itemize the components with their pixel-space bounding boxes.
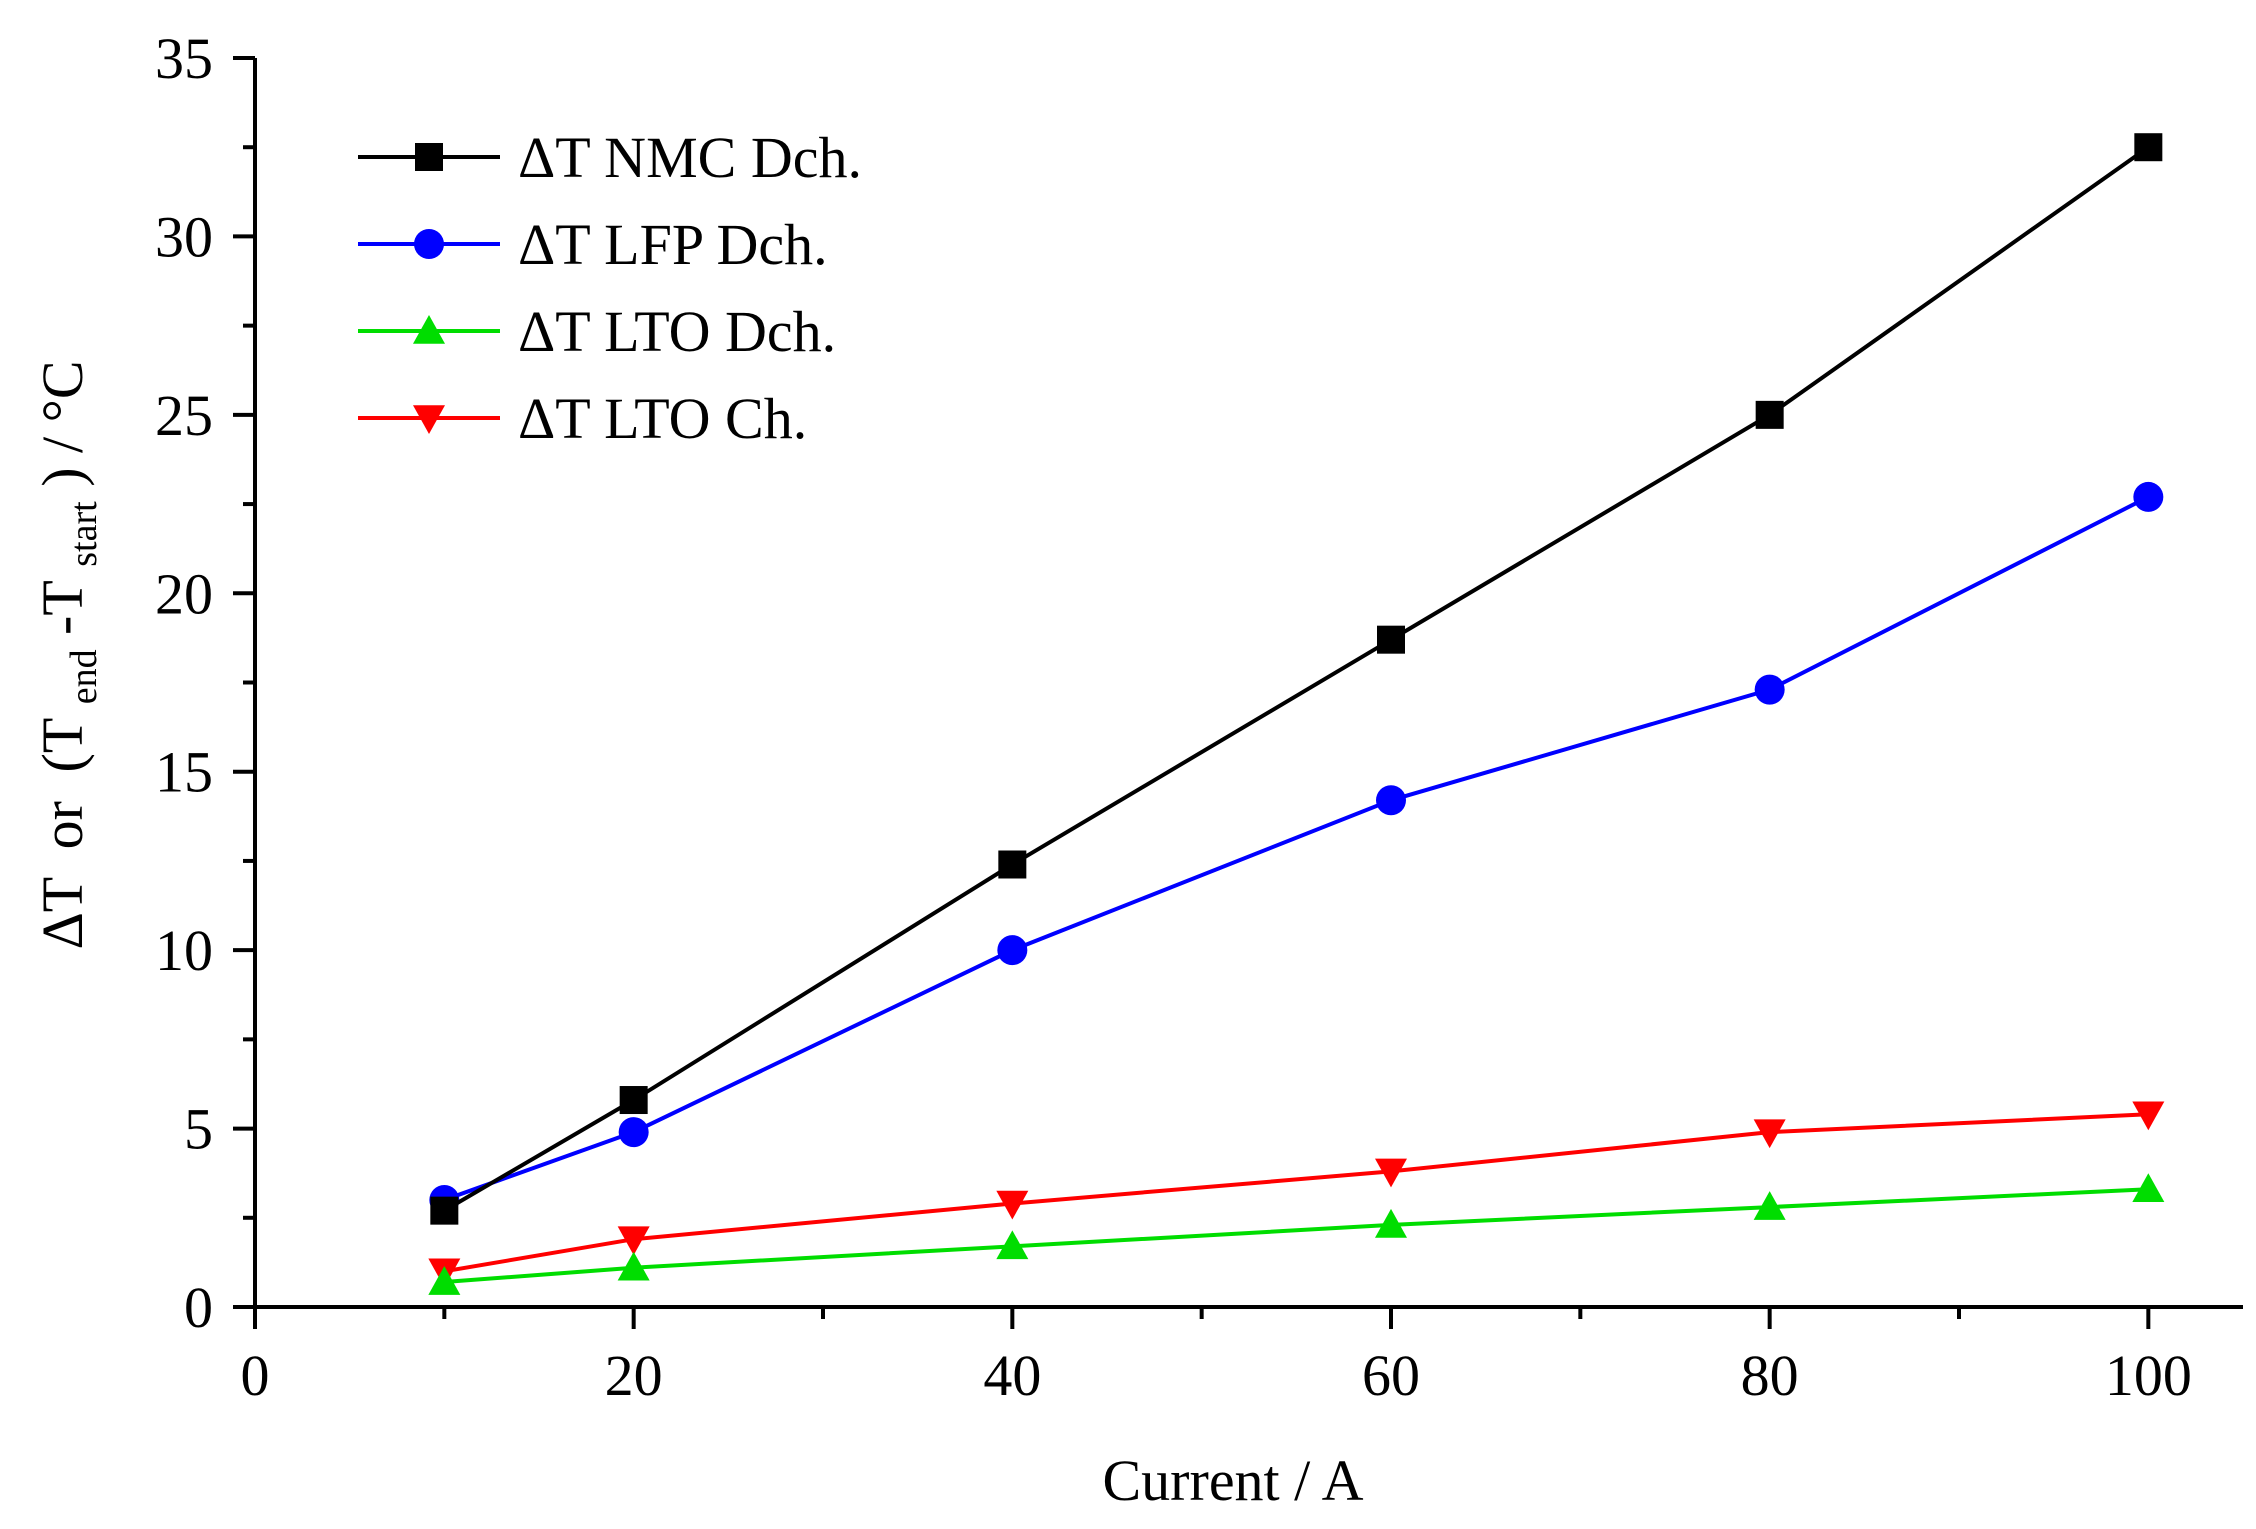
data-point-t-lfp-dch bbox=[1754, 674, 1785, 705]
axes: 0 20 40 60 80 100 0 5 10 15 20 25 30 35 bbox=[155, 26, 2243, 1408]
series-line-t-lfp-dch bbox=[443, 495, 2150, 1202]
x-tick-label: 0 bbox=[241, 1343, 270, 1408]
legend-marker bbox=[413, 315, 445, 344]
data-point-t-lto-dch bbox=[2132, 1173, 2165, 1203]
legend-item-t-nmc-dch: ΔT NMC Dch. bbox=[358, 125, 862, 190]
y-tick-label: 25 bbox=[155, 383, 213, 448]
x-tick-label: 100 bbox=[2105, 1343, 2192, 1408]
legend-item-t-lfp-dch: ΔT LFP Dch. bbox=[358, 212, 828, 277]
legend-marker bbox=[414, 229, 444, 259]
x-axis-title: Current / A bbox=[1103, 1448, 1364, 1513]
data-point-t-lto-ch bbox=[996, 1190, 1029, 1220]
legend-item-t-lto-ch: ΔT LTO Ch. bbox=[358, 386, 807, 451]
legend-label: ΔT LFP Dch. bbox=[518, 212, 828, 277]
y-tick-label: 20 bbox=[155, 561, 213, 626]
y-title-sub-end: end bbox=[63, 649, 105, 704]
series-t-nmc-dch bbox=[430, 133, 2163, 1225]
data-point-t-nmc-dch bbox=[998, 850, 1027, 879]
y-tick-label: 15 bbox=[155, 740, 213, 805]
series-line-t-lto-dch bbox=[444, 1187, 2149, 1285]
series-t-lfp-dch bbox=[429, 481, 2164, 1215]
series-t-lto-ch bbox=[428, 1101, 2165, 1288]
y-title-open: (T bbox=[30, 718, 95, 772]
legend-label: ΔT LTO Ch. bbox=[518, 386, 807, 451]
y-title-or: or bbox=[30, 801, 95, 849]
data-point-t-lto-ch bbox=[1375, 1158, 1407, 1188]
legend-label: ΔT NMC Dch. bbox=[518, 125, 862, 190]
series-line-t-lto-ch bbox=[443, 1112, 2149, 1274]
legend-marker bbox=[413, 405, 445, 434]
series-line-t-nmc-dch bbox=[443, 145, 2150, 1213]
y-title-minus: -T bbox=[30, 581, 95, 635]
data-point-t-lfp-dch bbox=[2133, 481, 2164, 512]
data-point-t-nmc-dch bbox=[1755, 400, 1784, 429]
legend-marker bbox=[415, 143, 443, 171]
data-point-t-lfp-dch bbox=[1376, 785, 1406, 816]
series-layer bbox=[428, 133, 2165, 1295]
legend-label: ΔT LTO Dch. bbox=[518, 299, 836, 364]
y-title-delta: ΔT bbox=[30, 877, 95, 949]
data-point-t-lto-ch bbox=[1753, 1119, 1786, 1149]
data-point-t-nmc-dch bbox=[430, 1196, 459, 1225]
data-point-t-lto-dch bbox=[996, 1230, 1029, 1260]
data-point-t-nmc-dch bbox=[619, 1086, 648, 1115]
y-title-close: ) / °C bbox=[30, 360, 95, 486]
x-tick-label: 40 bbox=[983, 1343, 1041, 1408]
data-point-t-lto-ch bbox=[2132, 1101, 2165, 1131]
x-tick-label: 80 bbox=[1741, 1343, 1799, 1408]
series-t-lto-dch bbox=[428, 1173, 2165, 1295]
data-point-t-nmc-dch bbox=[1377, 625, 1405, 654]
y-tick-label: 0 bbox=[184, 1275, 213, 1340]
y-title-sub-start: start bbox=[63, 501, 105, 567]
data-point-t-lfp-dch bbox=[997, 935, 1028, 966]
data-point-t-lfp-dch bbox=[618, 1117, 649, 1148]
y-tick-label: 10 bbox=[155, 918, 213, 983]
legend-item-t-lto-dch: ΔT LTO Dch. bbox=[358, 299, 836, 364]
y-tick-label: 5 bbox=[184, 1097, 213, 1162]
x-tick-label: 60 bbox=[1362, 1343, 1420, 1408]
data-point-t-lto-dch bbox=[1753, 1191, 1786, 1220]
y-axis-title: ΔT or (T end -T start ) / °C bbox=[30, 360, 109, 949]
data-point-t-lto-dch bbox=[1375, 1208, 1407, 1238]
legend: ΔT NMC Dch. ΔT LFP Dch. ΔT LTO Dch. ΔT LTO … bbox=[358, 125, 862, 451]
data-point-t-nmc-dch bbox=[2134, 133, 2163, 162]
x-tick-label: 20 bbox=[605, 1343, 663, 1408]
data-point-t-lto-dch bbox=[428, 1266, 461, 1295]
data-point-t-lto-dch bbox=[617, 1251, 650, 1281]
y-tick-label: 35 bbox=[155, 26, 213, 91]
data-point-t-lto-ch bbox=[617, 1226, 650, 1256]
y-tick-label: 30 bbox=[155, 204, 213, 269]
